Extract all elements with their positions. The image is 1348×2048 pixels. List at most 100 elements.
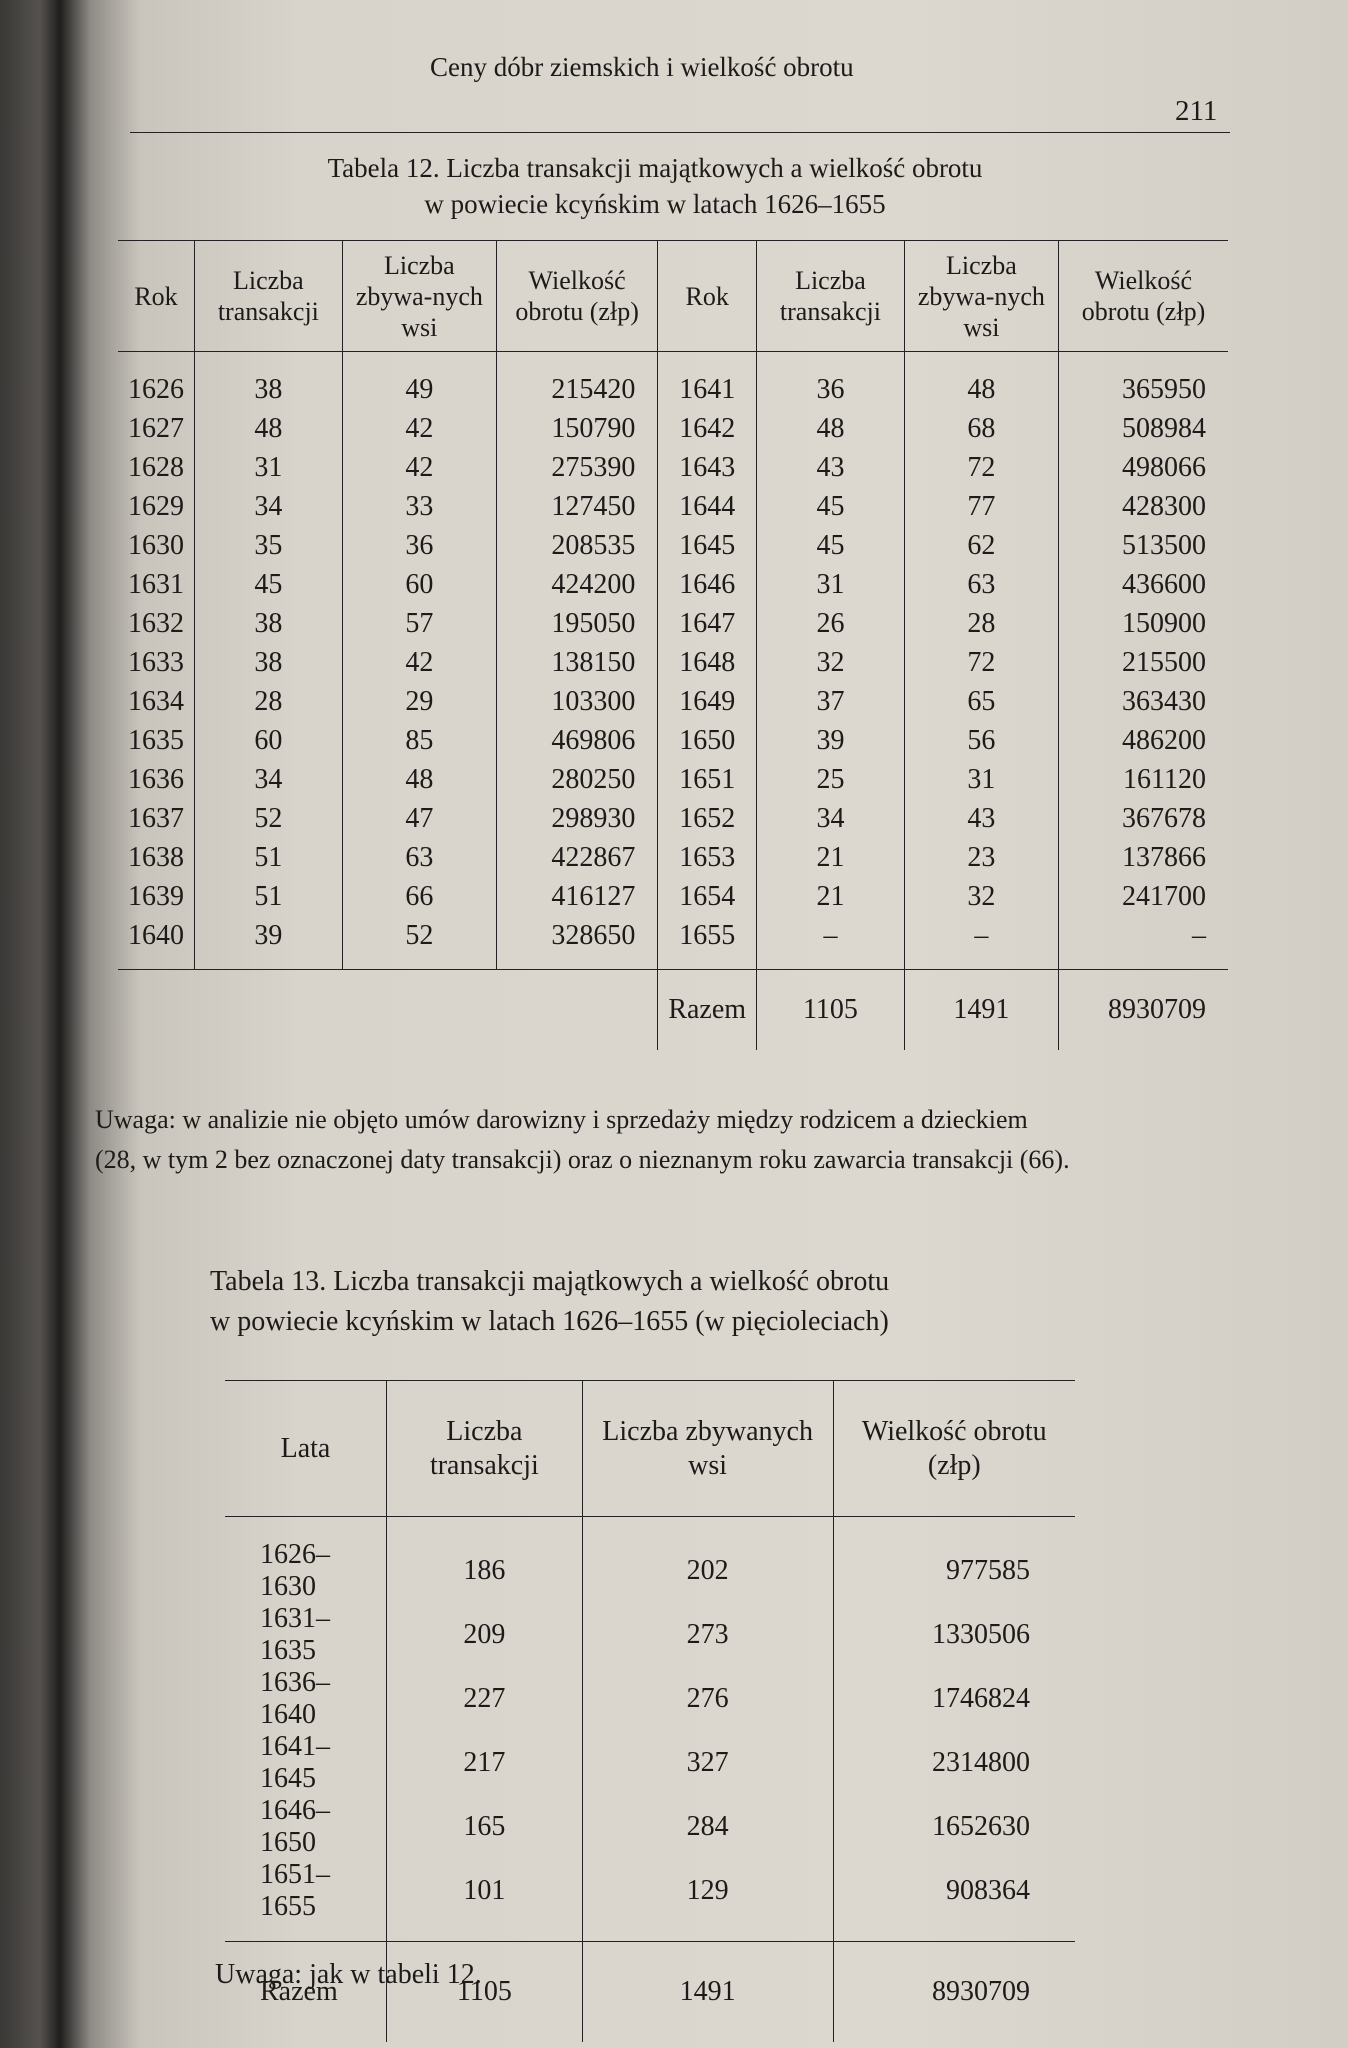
column-header: Liczba zbywanych wsi	[581, 1380, 834, 1517]
table-cell: 202	[581, 1516, 834, 1603]
table-cell: 1629	[128, 490, 184, 522]
table-cell: 43	[903, 799, 1059, 838]
empty-cell	[194, 969, 343, 1050]
column-header: Liczba transakcji	[756, 240, 905, 352]
table-row: 1631–1635 209 273 1330506	[225, 1603, 1075, 1667]
table-cell: –	[903, 916, 1059, 970]
table-cell: 276	[581, 1667, 834, 1731]
table-cell: 1637	[128, 802, 184, 834]
column-header: Rok	[118, 240, 195, 352]
table-row: 1636–1640 227 276 1746824	[225, 1667, 1075, 1731]
table-cell: 1650	[657, 721, 757, 760]
table-cell: 32	[756, 643, 905, 682]
table-cell: 161120	[1058, 760, 1228, 799]
table-cell: 217	[385, 1731, 583, 1795]
column-header: Liczba transakcji	[194, 240, 343, 352]
table-cell: 1634	[128, 685, 184, 717]
table-cell: 1645	[657, 526, 757, 565]
table-cell: 1639	[128, 880, 184, 912]
total-label: Razem	[657, 969, 757, 1050]
table-cell: 1643	[657, 448, 757, 487]
table-cell: 39	[756, 721, 905, 760]
table-cell: 49	[341, 351, 497, 409]
table-cell: 1638	[128, 841, 184, 873]
total-transakcji: 1105	[385, 1941, 583, 2042]
table-cell: 215500	[1058, 643, 1228, 682]
table-cell: 45	[194, 565, 343, 604]
table-row: 1641–1645 217 327 2314800	[225, 1731, 1075, 1795]
table-cell: 51	[194, 877, 343, 916]
table-cell: 45	[756, 526, 905, 565]
table-cell: 1630	[128, 529, 184, 561]
table-cell: 977585	[832, 1516, 1075, 1603]
table-row: 1640 39 52 328650 1655– – –	[118, 916, 1228, 970]
table-cell: 31	[903, 760, 1059, 799]
table-cell: 28	[194, 682, 343, 721]
total-row: Razem 1105 1491 8930709	[118, 969, 1228, 1050]
table-row: 1638 51 63 422867 1653 21 23 137866	[118, 838, 1228, 877]
table-cell: 215420	[495, 351, 658, 409]
table-cell: 1640	[128, 919, 184, 951]
table-cell: 327	[581, 1731, 834, 1795]
table-cell: 65	[903, 682, 1059, 721]
table-cell: 42	[341, 643, 497, 682]
table-row: 1639 51 66 416127 1654 21 32 241700	[118, 877, 1228, 916]
table-cell: 29	[341, 682, 497, 721]
table-cell: 1642	[657, 409, 757, 448]
table-cell: 486200	[1058, 721, 1228, 760]
table-cell: 48	[903, 351, 1059, 409]
table-row: 1633 38 42 138150 1648 32 72 215500	[118, 643, 1228, 682]
table-cell: 56	[903, 721, 1059, 760]
table-cell: 47	[341, 799, 497, 838]
table-cell: 72	[903, 643, 1059, 682]
table-cell: 1651	[657, 760, 757, 799]
empty-cell	[118, 969, 195, 1050]
table-cell: 328650	[495, 916, 658, 970]
table-cell: 77	[903, 487, 1059, 526]
table-cell: 62	[903, 526, 1059, 565]
table-cell: 103300	[495, 682, 658, 721]
table-cell: 21	[756, 838, 905, 877]
table-cell: 363430	[1058, 682, 1228, 721]
table-cell: 26	[756, 604, 905, 643]
table-cell: 1628	[128, 451, 184, 483]
table-cell: 469806	[495, 721, 658, 760]
table-cell: 273	[581, 1603, 834, 1667]
page-number: 211	[1175, 95, 1218, 127]
table-row: 1626 38 49 215420 1641 36 48 365950	[118, 351, 1228, 409]
table-cell: 284	[581, 1795, 834, 1859]
table-cell: 1654	[657, 877, 757, 916]
table-cell: 1636–1640	[260, 1667, 330, 1730]
table-cell: 34	[194, 760, 343, 799]
column-header: Liczba zbywa-nych wsi	[903, 240, 1059, 352]
total-obrot: 8930709	[1058, 969, 1228, 1050]
table-cell: 42	[341, 409, 497, 448]
table-cell: 23	[903, 838, 1059, 877]
column-header: Liczba transakcji	[385, 1380, 583, 1517]
total-label: Razem	[225, 1941, 387, 2042]
table-cell: 436600	[1058, 565, 1228, 604]
table-cell: 1652630	[832, 1795, 1075, 1859]
header-rule	[130, 132, 1230, 133]
table-cell: 1636	[128, 763, 184, 795]
table-cell: 43	[756, 448, 905, 487]
table-row: 1646–1650 165 284 1652630	[225, 1795, 1075, 1859]
table-cell: 37	[756, 682, 905, 721]
table-cell: 298930	[495, 799, 658, 838]
table-cell: 2314800	[832, 1731, 1075, 1795]
table-cell: 1653	[657, 838, 757, 877]
table-cell: 63	[341, 838, 497, 877]
table-cell: 52	[194, 799, 343, 838]
table-cell: 1647	[657, 604, 757, 643]
column-header: Liczba zbywa-nych wsi	[341, 240, 497, 352]
table-cell: 127450	[495, 487, 658, 526]
table-cell: 1330506	[832, 1603, 1075, 1667]
table-cell: 1626–1630	[260, 1539, 330, 1602]
table-row: 1635 60 85 469806 1650 39 56 486200	[118, 721, 1228, 760]
table-cell: 195050	[495, 604, 658, 643]
table-cell: 1655	[657, 916, 757, 970]
table-cell: 48	[341, 760, 497, 799]
table-cell: 48	[756, 409, 905, 448]
table-cell: 280250	[495, 760, 658, 799]
